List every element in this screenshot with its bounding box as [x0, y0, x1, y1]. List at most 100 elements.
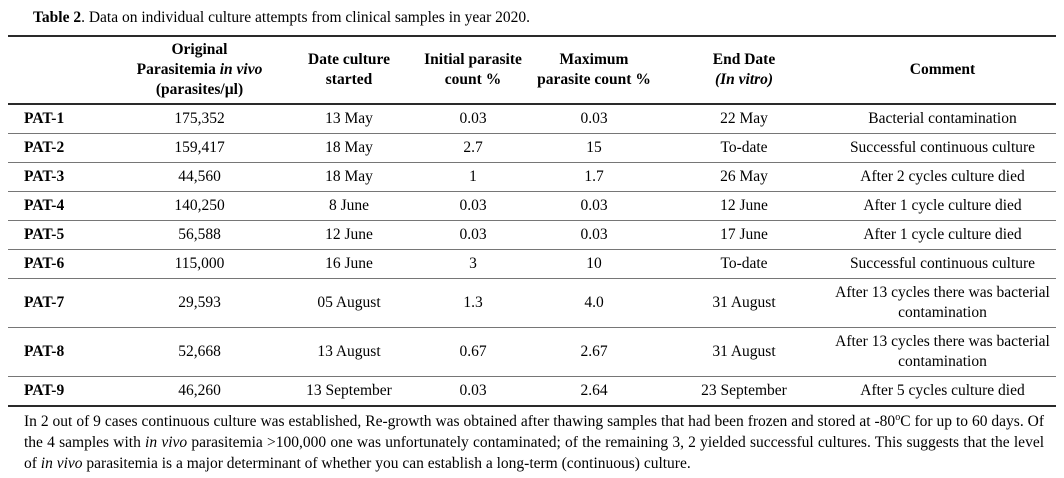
initial-parasite-count-value: 0.03 — [459, 197, 487, 214]
end-date-value: 31 August — [712, 343, 776, 360]
header-patient — [8, 36, 118, 104]
footnote-text: parasitemia is a major determinant of wh… — [82, 455, 691, 472]
header-original-line2: Parasitemia in vivo — [120, 60, 279, 80]
patient-id: PAT-3 — [24, 168, 65, 185]
initial-parasite-count-value: 0.67 — [459, 343, 487, 360]
comment-value: After 2 cycles culture died — [860, 168, 1025, 185]
header-original-parasitemia: Original Parasitemia in vivo (parasites/… — [118, 36, 281, 104]
header-end-date-line2: (In vitro) — [714, 71, 774, 88]
patient-id: PAT-1 — [24, 110, 65, 127]
patient-id: PAT-7 — [24, 294, 65, 311]
date-culture-started-value: 18 May — [325, 139, 373, 156]
header-original-line1: Original — [171, 41, 228, 58]
end-date-value: To-date — [720, 139, 768, 156]
footnote-text: C for up to 60 days. Of the 4 samples wi… — [24, 413, 1044, 451]
end-date-value: 22 May — [720, 110, 768, 127]
patient-id: PAT-6 — [24, 255, 65, 272]
table-row: PAT-6 115,000 16 June 3 10 To-date Succe… — [8, 249, 1056, 279]
header-original-line2-text: Parasitemia — [136, 61, 220, 78]
header-original-line3: (parasites/µl) — [155, 81, 244, 98]
header-end-date: End Date (In vitro) — [659, 36, 829, 104]
maximum-parasite-count-value: 1.7 — [584, 168, 604, 185]
table-row: PAT-2 159,417 18 May 2.7 15 To-date Succ… — [8, 133, 1056, 163]
original-parasitemia-value: 44,560 — [178, 168, 221, 185]
date-culture-started-value: 18 May — [325, 168, 373, 185]
header-maximum-count: Maximum parasite count % — [537, 51, 651, 88]
original-parasitemia-value: 175,352 — [174, 110, 225, 127]
end-date-value: 12 June — [720, 197, 768, 214]
maximum-parasite-count-value: 15 — [586, 139, 602, 156]
original-parasitemia-value: 52,668 — [178, 343, 221, 360]
date-culture-started-value: 8 June — [328, 197, 370, 214]
maximum-parasite-count-value: 0.03 — [580, 197, 608, 214]
patient-id: PAT-9 — [24, 382, 65, 399]
end-date-value: To-date — [720, 255, 768, 272]
initial-parasite-count-value: 1 — [469, 168, 477, 185]
table-caption-label: Table 2 — [33, 9, 82, 26]
date-culture-started-value: 16 June — [325, 255, 373, 272]
original-parasitemia-value: 46,260 — [178, 382, 221, 399]
maximum-parasite-count-value: 2.67 — [580, 343, 608, 360]
patient-id: PAT-5 — [24, 226, 65, 243]
table-row: PAT-5 56,588 12 June 0.03 0.03 17 June A… — [8, 220, 1056, 250]
date-culture-started-value: 13 September — [306, 382, 392, 399]
maximum-parasite-count-value: 0.03 — [580, 110, 608, 127]
header-row: Original Parasitemia in vivo (parasites/… — [8, 36, 1056, 104]
table-footnote: In 2 out of 9 cases continuous culture w… — [24, 411, 1044, 474]
original-parasitemia-value: 140,250 — [174, 197, 225, 214]
table-row: PAT-4 140,250 8 June 0.03 0.03 12 June A… — [8, 191, 1056, 221]
patient-id: PAT-2 — [24, 139, 65, 156]
date-culture-started-value: 13 August — [317, 343, 381, 360]
comment-value: After 13 cycles there was bacterial cont… — [835, 284, 1050, 321]
table-header: Original Parasitemia in vivo (parasites/… — [8, 36, 1056, 104]
table-body: PAT-1 175,352 13 May 0.03 0.03 22 May Ba… — [8, 104, 1056, 406]
header-original-line2-italic: in vivo — [219, 61, 263, 78]
maximum-parasite-count-value: 2.64 — [580, 382, 608, 399]
patient-id: PAT-8 — [24, 343, 65, 360]
table-row: PAT-8 52,668 13 August 0.67 2.67 31 Augu… — [8, 327, 1056, 377]
header-date-started: Date culture started — [308, 51, 390, 88]
table-row: PAT-1 175,352 13 May 0.03 0.03 22 May Ba… — [8, 104, 1056, 134]
degree-superscript: o — [895, 411, 901, 423]
maximum-parasite-count-value: 10 — [586, 255, 602, 272]
initial-parasite-count-value: 0.03 — [459, 226, 487, 243]
header-comment: Comment — [909, 61, 976, 78]
end-date-value: 31 August — [712, 294, 776, 311]
table-caption: Table 2. Data on individual culture atte… — [33, 8, 1044, 28]
footnote-text: parasitemia >100,000 one was unfortunate… — [24, 434, 1045, 472]
initial-parasite-count-value: 3 — [469, 255, 477, 272]
culture-attempts-table: Original Parasitemia in vivo (parasites/… — [8, 35, 1056, 407]
comment-value: Successful continuous culture — [849, 255, 1036, 272]
initial-parasite-count-value: 1.3 — [463, 294, 483, 311]
comment-value: After 1 cycle culture died — [863, 197, 1022, 214]
end-date-value: 23 September — [701, 382, 787, 399]
original-parasitemia-value: 115,000 — [174, 255, 225, 272]
comment-value: After 5 cycles culture died — [860, 382, 1025, 399]
table-row: PAT-7 29,593 05 August 1.3 4.0 31 August… — [8, 278, 1056, 328]
original-parasitemia-value: 29,593 — [178, 294, 221, 311]
date-culture-started-value: 05 August — [317, 294, 381, 311]
comment-value: After 13 cycles there was bacterial cont… — [835, 333, 1050, 370]
initial-parasite-count-value: 2.7 — [463, 139, 483, 156]
footnote-italic-in-vivo: in vivo — [145, 434, 188, 451]
comment-value: After 1 cycle culture died — [863, 226, 1022, 243]
maximum-parasite-count-value: 4.0 — [584, 294, 604, 311]
table-row: PAT-9 46,260 13 September 0.03 2.64 23 S… — [8, 376, 1056, 407]
table-caption-text: . Data on individual culture attempts fr… — [81, 9, 531, 26]
header-initial-count: Initial parasite count % — [424, 51, 522, 88]
footnote-text: In 2 out of 9 cases continuous culture w… — [24, 413, 896, 430]
date-culture-started-value: 12 June — [325, 226, 373, 243]
patient-id: PAT-4 — [24, 197, 65, 214]
comment-value: Bacterial contamination — [868, 110, 1017, 127]
initial-parasite-count-value: 0.03 — [459, 382, 487, 399]
comment-value: Successful continuous culture — [849, 139, 1036, 156]
end-date-value: 26 May — [720, 168, 768, 185]
footnote-italic-in-vivo: in vivo — [40, 455, 83, 472]
table-row: PAT-3 44,560 18 May 1 1.7 26 May After 2… — [8, 162, 1056, 192]
maximum-parasite-count-value: 0.03 — [580, 226, 608, 243]
original-parasitemia-value: 159,417 — [174, 139, 225, 156]
original-parasitemia-value: 56,588 — [178, 226, 221, 243]
end-date-value: 17 June — [720, 226, 768, 243]
date-culture-started-value: 13 May — [325, 110, 373, 127]
initial-parasite-count-value: 0.03 — [459, 110, 487, 127]
